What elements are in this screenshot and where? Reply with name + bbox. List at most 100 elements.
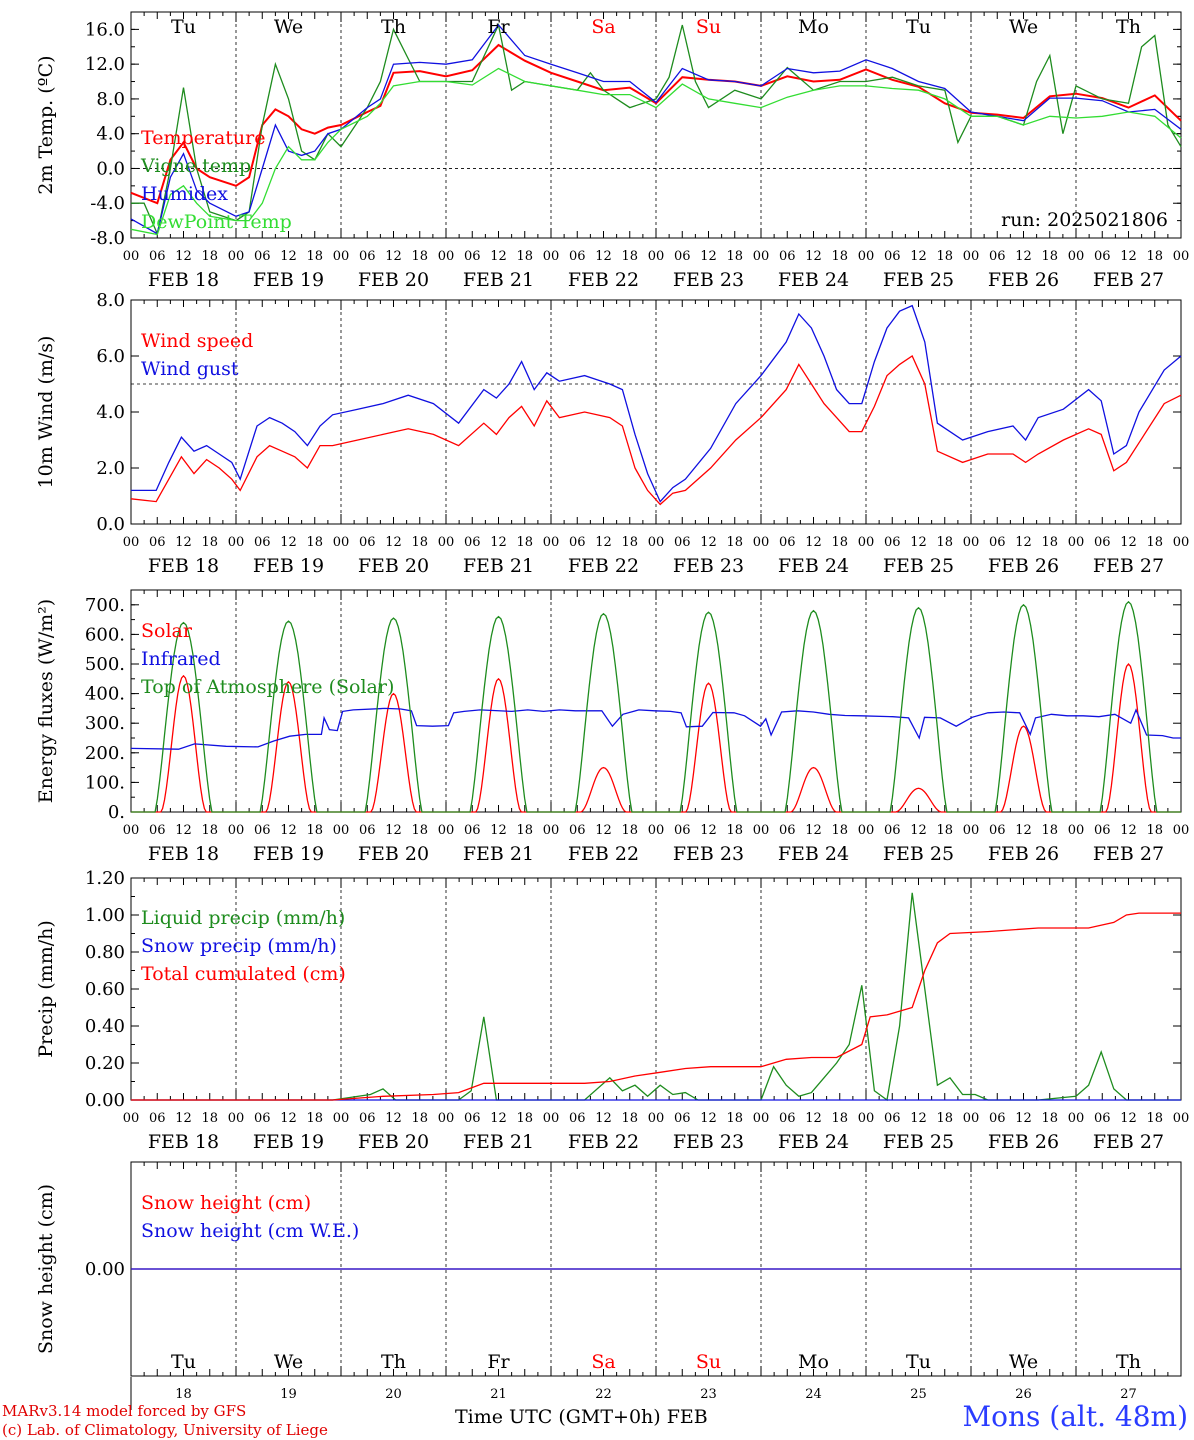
hour-label: 12: [385, 535, 402, 550]
hour-label: 18: [201, 249, 218, 264]
legend-entry: Top of Atmosphere (Solar): [141, 676, 394, 698]
date-label: FEB 19: [253, 269, 324, 291]
hour-label: 18: [306, 249, 323, 264]
hour-label: 06: [1094, 823, 1111, 838]
legend-entry: Liquid precip (mm/h): [141, 907, 345, 929]
hour-label: 06: [569, 535, 586, 550]
hour-label: 18: [1146, 823, 1163, 838]
hour-label: 06: [989, 823, 1006, 838]
hour-label: 18: [726, 1111, 743, 1126]
date-label: FEB 24: [778, 555, 849, 577]
series-dewpoint-temp: [130, 67, 1182, 236]
series-liquid-precip-mm-h: [131, 892, 1181, 1102]
date-label: FEB 21: [463, 555, 534, 577]
hour-label: 18: [516, 1111, 533, 1126]
hour-label: 18: [621, 249, 638, 264]
hour-label: 00: [438, 535, 455, 550]
hour-label: 12: [175, 249, 192, 264]
hour-label: 18: [726, 535, 743, 550]
hour-label: 12: [1015, 535, 1032, 550]
legend-entry: Infrared: [141, 648, 221, 670]
hour-label: 00: [123, 535, 140, 550]
y-tick-label: 0.20: [85, 1053, 125, 1074]
day-number: 20: [385, 1387, 402, 1402]
hour-label: 00: [753, 535, 770, 550]
date-label: FEB 25: [883, 1131, 954, 1153]
hour-label: 12: [385, 823, 402, 838]
hour-label: 18: [306, 1111, 323, 1126]
hour-label: 00: [858, 1111, 875, 1126]
date-label: FEB 21: [463, 1131, 534, 1153]
day-label: Th: [1116, 1351, 1141, 1373]
hour-label: 18: [1041, 249, 1058, 264]
hour-label: 00: [753, 1111, 770, 1126]
hour-label: 18: [1146, 535, 1163, 550]
hour-label: 18: [516, 249, 533, 264]
hour-label: 18: [936, 249, 953, 264]
day-label: We: [1009, 1351, 1038, 1373]
hour-label: 06: [989, 1111, 1006, 1126]
hour-label: 06: [779, 535, 796, 550]
hour-label: 18: [726, 249, 743, 264]
panel-3: [130, 589, 1182, 813]
hour-label: 18: [1146, 249, 1163, 264]
hour-label: 00: [123, 249, 140, 264]
hour-label: 12: [1015, 1111, 1032, 1126]
hour-label: 12: [490, 823, 507, 838]
hour-label: 06: [1094, 249, 1111, 264]
hour-label: 12: [1015, 249, 1032, 264]
y-tick-label: 0.: [108, 802, 125, 823]
date-label: FEB 23: [673, 555, 744, 577]
date-label: FEB 26: [988, 1131, 1059, 1153]
day-number: 22: [595, 1387, 612, 1402]
hour-label: 12: [1120, 823, 1137, 838]
hour-label: 06: [884, 823, 901, 838]
y-tick-label: 300.: [85, 713, 125, 734]
y-axis-label: 2m Temp. (ºC): [35, 55, 57, 194]
date-label: FEB 24: [778, 1131, 849, 1153]
hour-label: 06: [674, 535, 691, 550]
date-label: FEB 24: [778, 269, 849, 291]
panel-4: [130, 877, 1182, 1102]
date-label: FEB 21: [463, 269, 534, 291]
hour-label: 18: [201, 535, 218, 550]
hour-label: 12: [175, 1111, 192, 1126]
y-tick-label: -8.0: [90, 228, 125, 249]
y-tick-label: 0.40: [85, 1016, 125, 1037]
hour-label: 12: [1015, 823, 1032, 838]
hour-label: 12: [595, 535, 612, 550]
date-label: FEB 27: [1093, 555, 1164, 577]
y-axis-label: Precip (mm/h): [35, 920, 57, 1058]
y-tick-label: 0.00: [85, 1090, 125, 1111]
hour-label: 12: [595, 249, 612, 264]
hour-label: 12: [1120, 1111, 1137, 1126]
series-humidex: [130, 23, 1182, 235]
hour-label: 18: [831, 249, 848, 264]
hour-label: 00: [228, 249, 245, 264]
series-wind-speed: [130, 355, 1182, 506]
legend-entry: Snow height (cm): [141, 1192, 311, 1214]
day-number: 24: [805, 1387, 822, 1402]
hour-label: 12: [700, 535, 717, 550]
hour-label: 00: [543, 535, 560, 550]
day-label: Tu: [171, 1351, 196, 1373]
hour-label: 06: [464, 535, 481, 550]
hour-label: 00: [228, 823, 245, 838]
hour-label: 06: [464, 249, 481, 264]
series-top-of-atmosphere-solar: [131, 600, 1181, 813]
hour-label: 06: [359, 1111, 376, 1126]
y-tick-label: 12.0: [85, 54, 125, 75]
day-number: 26: [1015, 1387, 1032, 1402]
hour-label: 06: [569, 249, 586, 264]
panel-frame: [130, 299, 1182, 525]
hour-label: 12: [175, 535, 192, 550]
date-label: FEB 23: [673, 843, 744, 865]
date-label: FEB 19: [253, 555, 324, 577]
hour-label: 06: [884, 249, 901, 264]
series-wind-gust: [131, 304, 1182, 503]
hour-label: 06: [359, 249, 376, 264]
series-total-cumulated-cm: [131, 912, 1181, 1101]
day-label: Th: [381, 1351, 406, 1373]
day-label: Th: [381, 16, 406, 38]
